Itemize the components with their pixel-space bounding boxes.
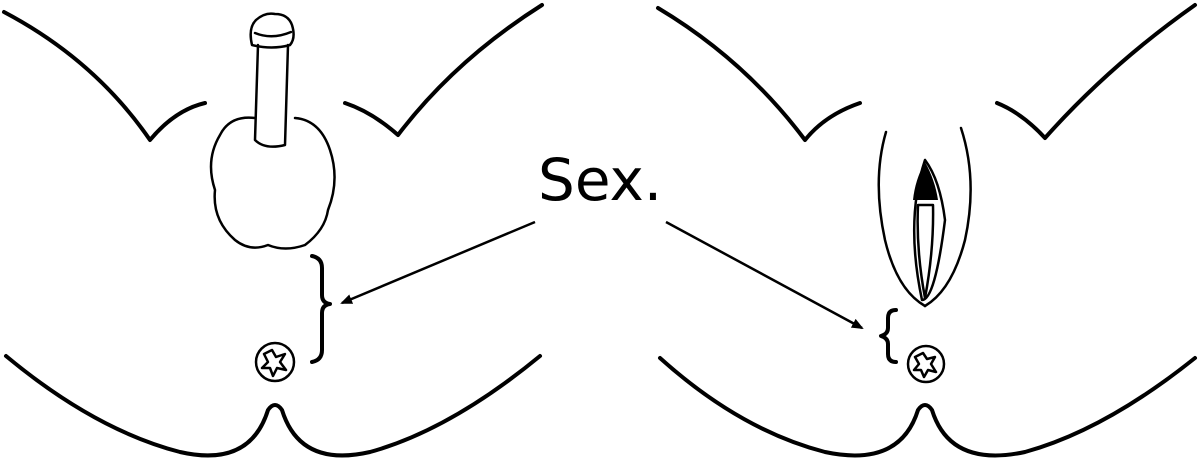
scrotum-outline: [209, 116, 336, 250]
vaginal-opening: [916, 203, 935, 300]
labia-majora-left: [877, 130, 927, 308]
sex-label: Sex.: [538, 146, 662, 214]
glans-ridge: [253, 30, 293, 38]
clitoral-hood: [913, 162, 938, 200]
labia-minora: [913, 158, 947, 302]
right-thigh-outline-upper-right: [995, 3, 1197, 140]
arrow-to-female-perineum: [665, 220, 864, 330]
right-thigh-outline-upper-left: [656, 6, 862, 142]
male-panel: [2, 3, 544, 458]
labia-majora-right: [923, 126, 972, 308]
left-perineum-brace: [310, 254, 332, 364]
right-perineum-brace: [879, 308, 898, 364]
penis-shaft: [253, 43, 290, 148]
penis-glans: [249, 12, 295, 49]
right-anus-icon: [906, 344, 946, 384]
female-panel: [656, 3, 1197, 458]
left-buttocks-outline: [4, 354, 542, 458]
left-anus-icon: [254, 341, 296, 383]
left-thigh-outline-upper-right: [343, 3, 544, 137]
left-thigh-outline-upper-left: [2, 10, 207, 142]
right-buttocks-outline: [658, 356, 1197, 458]
arrow-to-male-perineum: [340, 220, 536, 305]
